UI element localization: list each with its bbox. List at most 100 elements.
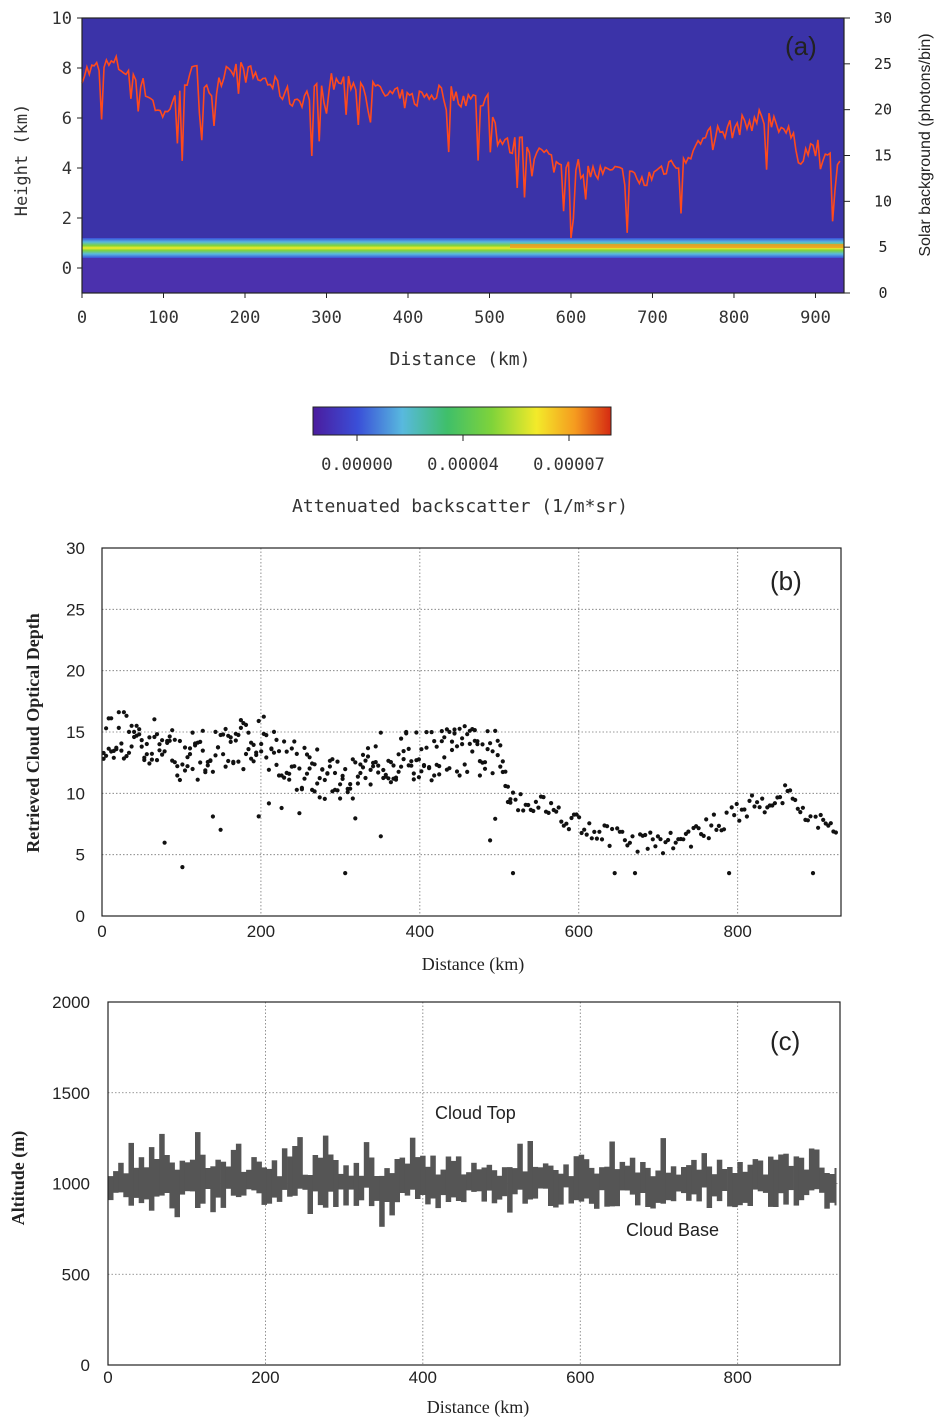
panel-b-data-point	[747, 798, 752, 804]
panel-b-data-point	[195, 777, 200, 782]
panel-c-cloud-bar	[435, 1174, 441, 1209]
panel-b-data-point	[228, 739, 233, 745]
panel-b-data-point	[462, 762, 467, 767]
panel-b-data-point	[607, 843, 612, 849]
panel-b-data-point	[256, 718, 261, 724]
panel-b-data-point	[599, 837, 605, 842]
panel-b-label: (b)	[770, 566, 802, 596]
panel-b-data-point	[508, 800, 513, 805]
panel-b-data-point	[238, 718, 243, 723]
panel-c-cloud-bar	[706, 1166, 713, 1208]
panel-c-cloud-bar	[210, 1166, 216, 1213]
panel-a-x-tick-label: 200	[230, 308, 261, 328]
panel-c-cloud-bar	[128, 1142, 134, 1206]
panel-c-cloud-bar	[583, 1159, 590, 1199]
panel-b-data-point	[762, 810, 767, 815]
panel-c-cloud-bar	[200, 1154, 206, 1204]
panel-b-data-point	[454, 744, 460, 749]
panel-c-cloud-bar	[292, 1146, 298, 1196]
panel-b-data-point	[475, 739, 480, 744]
panel-c-cloud-bar	[215, 1159, 221, 1198]
panel-b-data-point	[498, 743, 503, 748]
panel-b-data-point	[284, 749, 289, 754]
panel-b-data-point	[264, 755, 269, 760]
panel-b-data-point	[307, 766, 312, 771]
panel-c-cloud-bar	[762, 1174, 769, 1193]
panel-b-data-point	[396, 752, 401, 757]
panel-b-data-point	[704, 817, 709, 822]
panel-b-data-point	[353, 760, 358, 765]
panel-b-data-point	[177, 738, 182, 744]
panel-b-data-point	[780, 801, 785, 806]
panel-c-cloud-bar	[496, 1175, 503, 1200]
panel-c-cloud-bar	[527, 1141, 533, 1200]
panel-b-data-point	[322, 777, 327, 783]
panel-b-data-point	[111, 755, 116, 760]
panel-b-data-point	[276, 749, 282, 754]
panel-b-y-tick-label: 0	[76, 907, 85, 926]
panel-b-data-point	[411, 777, 416, 782]
panel-b-data-point	[485, 729, 490, 734]
panel-c-cloud-bar	[691, 1159, 697, 1195]
panel-b-data-point	[381, 767, 386, 773]
panel-b-data-point	[129, 744, 134, 749]
panel-b-data-point	[116, 710, 121, 715]
panel-b-data-point	[124, 754, 129, 759]
panel-b-data-point	[345, 790, 350, 795]
panel-b-data-point	[119, 741, 124, 746]
panel-b-data-point	[465, 732, 470, 737]
panel-b-data-point	[594, 836, 600, 841]
panel-a-y-tick-label: 0	[62, 259, 72, 279]
panel-b-data-point	[340, 773, 345, 779]
panel-b-data-point	[549, 801, 554, 806]
panel-b-data-point	[231, 759, 236, 765]
panel-c-frame	[107, 1001, 841, 1366]
panel-b-data-point	[460, 736, 465, 741]
panel-b-data-point	[658, 837, 663, 842]
panel-c-cloud-bar	[542, 1163, 549, 1189]
panel-c-y-axis-label: Altitude (m)	[8, 1131, 29, 1225]
panel-c-cloud-bar	[501, 1167, 508, 1197]
panel-b-data-point	[681, 837, 686, 842]
panel-c-cloud-bar	[143, 1167, 150, 1200]
panel-b-data-point	[221, 752, 226, 757]
panel-b-data-point	[622, 838, 628, 843]
panel-b-data-point	[297, 811, 302, 816]
panel-c-cloud-bar	[425, 1166, 431, 1205]
panel-b-data-point	[376, 763, 381, 768]
panel-b-data-point	[564, 821, 569, 826]
panel-b-data-point	[221, 732, 226, 737]
panel-b-data-point	[106, 746, 111, 751]
panel-b-data-point	[208, 758, 213, 763]
panel-c-cloud-bar	[230, 1149, 237, 1196]
panel-a-cloud-layer	[82, 238, 844, 258]
panel-c-cloud-bar	[768, 1156, 774, 1207]
panel-b-data-point	[668, 830, 673, 836]
panel-b-data-point	[813, 814, 818, 819]
panel-c-x-tick-label: 800	[723, 1368, 751, 1387]
panel-c-cloud-bar	[803, 1169, 810, 1196]
panel-c-cloud-bar	[251, 1157, 257, 1191]
panel-b-data-point	[104, 726, 109, 731]
panel-b-data-point	[788, 788, 793, 793]
panel-b-data-point	[404, 731, 409, 736]
panel-c-cloud-bar	[450, 1160, 457, 1198]
panel-b-data-point	[144, 752, 149, 757]
panel-b-data-point	[287, 771, 292, 776]
panel-b-data-point	[760, 796, 765, 801]
panel-b-data-point	[716, 823, 722, 829]
panel-c-cloud-bar	[640, 1162, 646, 1193]
panel-b-data-point	[605, 824, 610, 829]
panel-b-data-point	[350, 796, 355, 801]
panel-b-data-point	[795, 806, 800, 811]
panel-c-cloud-bar	[788, 1165, 794, 1191]
panel-c-cloud-bar	[486, 1164, 493, 1191]
panel-b-data-point	[424, 745, 429, 750]
panel-b-data-point	[177, 777, 182, 783]
panel-b-data-point	[810, 871, 816, 876]
panel-c-cloud-bar	[481, 1167, 487, 1202]
panel-b-data-point	[541, 795, 546, 800]
panel-b-data-point	[243, 722, 249, 728]
panel-c-cloud-bar	[466, 1172, 472, 1191]
panel-b-data-point	[432, 739, 437, 744]
